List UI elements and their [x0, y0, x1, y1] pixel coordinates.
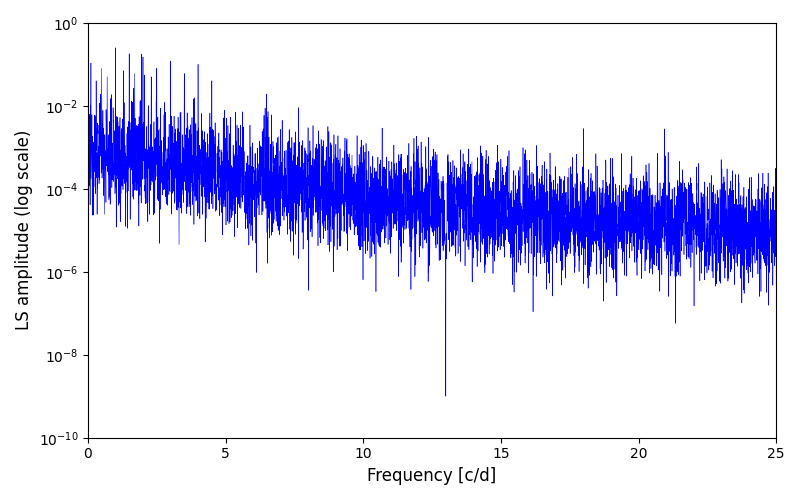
Y-axis label: LS amplitude (log scale): LS amplitude (log scale)	[15, 130, 33, 330]
X-axis label: Frequency [c/d]: Frequency [c/d]	[367, 467, 497, 485]
